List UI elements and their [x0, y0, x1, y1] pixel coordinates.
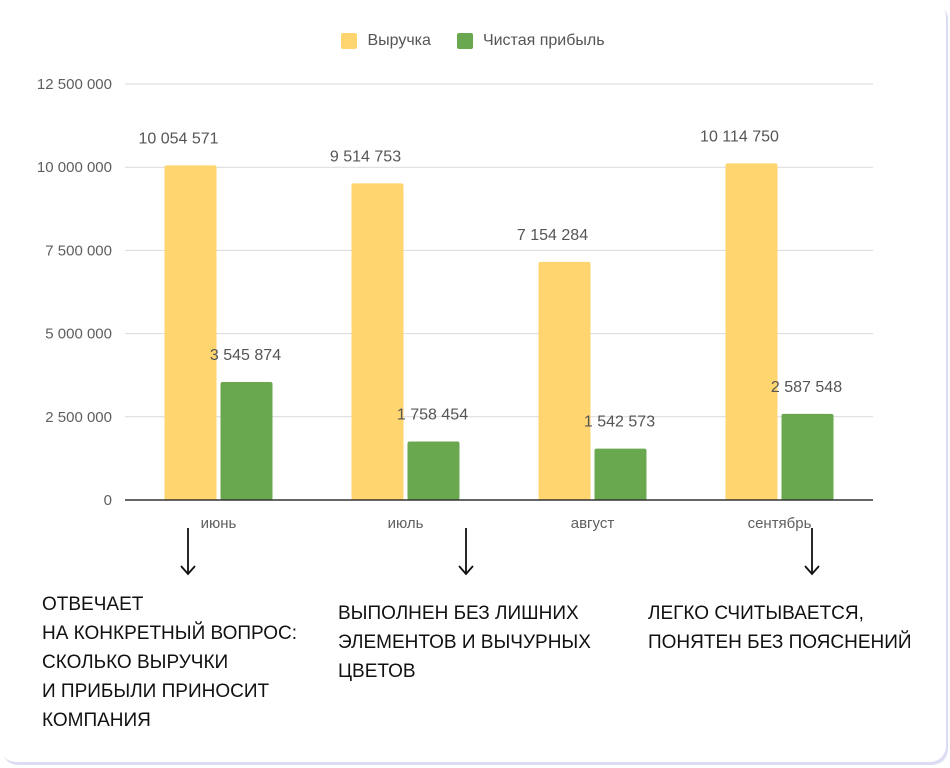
- note-line: И ПРИБЫЛИ ПРИНОСИТ: [42, 681, 270, 702]
- y-tick-label: 2 500 000: [45, 409, 112, 426]
- bar-revenue: [725, 163, 778, 501]
- y-tick-label: 5 000 000: [45, 326, 112, 343]
- legend-swatch-revenue: [341, 33, 358, 49]
- down-arrow-icon: [458, 528, 474, 576]
- legend-item-net-profit[interactable]: Чистая прибыль: [456, 32, 605, 50]
- data-label-revenue: 10 054 571: [138, 130, 218, 147]
- x-tick-label: сентябрь: [748, 515, 812, 532]
- note-line: СКОЛЬКО ВЫРУЧКИ: [42, 652, 229, 673]
- legend-item-revenue[interactable]: Выручка: [341, 32, 431, 50]
- down-arrow-icon: [804, 528, 820, 576]
- note-line: ЭЛЕМЕНТОВ И ВЫЧУРНЫХ: [338, 632, 591, 653]
- note-line: ОТВЕЧАЕТ: [42, 594, 144, 615]
- note-line: ПОНЯТЕН БЕЗ ПОЯСНЕНИЙ: [648, 632, 912, 653]
- bar-net-profit: [220, 381, 273, 500]
- x-tick-label: июль: [388, 515, 424, 532]
- data-label-net-profit: 2 587 548: [771, 379, 842, 396]
- bar-net-profit: [407, 441, 460, 500]
- legend-label-net-profit: Чистая прибыль: [482, 32, 605, 49]
- data-label-revenue: 9 514 753: [330, 148, 401, 165]
- note-line: ЦВЕТОВ: [338, 661, 416, 682]
- chart-legend: Выручка Чистая прибыль: [0, 32, 946, 50]
- data-label-net-profit: 1 542 573: [584, 414, 655, 431]
- note-line: КОМПАНИЯ: [42, 710, 151, 731]
- y-tick-label: 10 000 000: [37, 159, 112, 176]
- bar-revenue: [164, 165, 217, 500]
- note-easy-to-read: ЛЕГКО СЧИТЫВАЕТСЯ, ПОНЯТЕН БЕЗ ПОЯСНЕНИЙ: [648, 599, 912, 657]
- data-label-revenue: 10 114 750: [700, 128, 779, 145]
- data-label-net-profit: 3 545 874: [210, 347, 281, 364]
- y-tick-label: 7 500 000: [45, 242, 112, 259]
- y-tick-label: 12 500 000: [37, 76, 112, 93]
- data-label-net-profit: 1 758 454: [397, 406, 468, 423]
- x-tick-label: июнь: [201, 515, 237, 532]
- legend-label-revenue: Выручка: [367, 32, 431, 49]
- legend-swatch-net-profit: [456, 33, 473, 49]
- note-line: НА КОНКРЕТНЫЙ ВОПРОС:: [42, 623, 298, 644]
- x-tick-label: август: [571, 515, 615, 532]
- bar-net-profit: [781, 413, 834, 500]
- note-line: ВЫПОЛНЕН БЕЗ ЛИШНИХ: [338, 603, 579, 624]
- note-no-extra-elements: ВЫПОЛНЕН БЕЗ ЛИШНИХ ЭЛЕМЕНТОВ И ВЫЧУРНЫХ…: [338, 599, 591, 686]
- y-tick-label: 0: [104, 492, 112, 509]
- note-answers-question: ОТВЕЧАЕТ НА КОНКРЕТНЫЙ ВОПРОС: СКОЛЬКО В…: [42, 590, 297, 735]
- bar-net-profit: [594, 448, 647, 500]
- down-arrow-icon: [180, 528, 196, 576]
- bar-revenue: [538, 261, 591, 500]
- data-label-revenue: 7 154 284: [517, 227, 588, 244]
- note-line: ЛЕГКО СЧИТЫВАЕТСЯ,: [648, 603, 864, 624]
- bar-revenue: [351, 183, 404, 501]
